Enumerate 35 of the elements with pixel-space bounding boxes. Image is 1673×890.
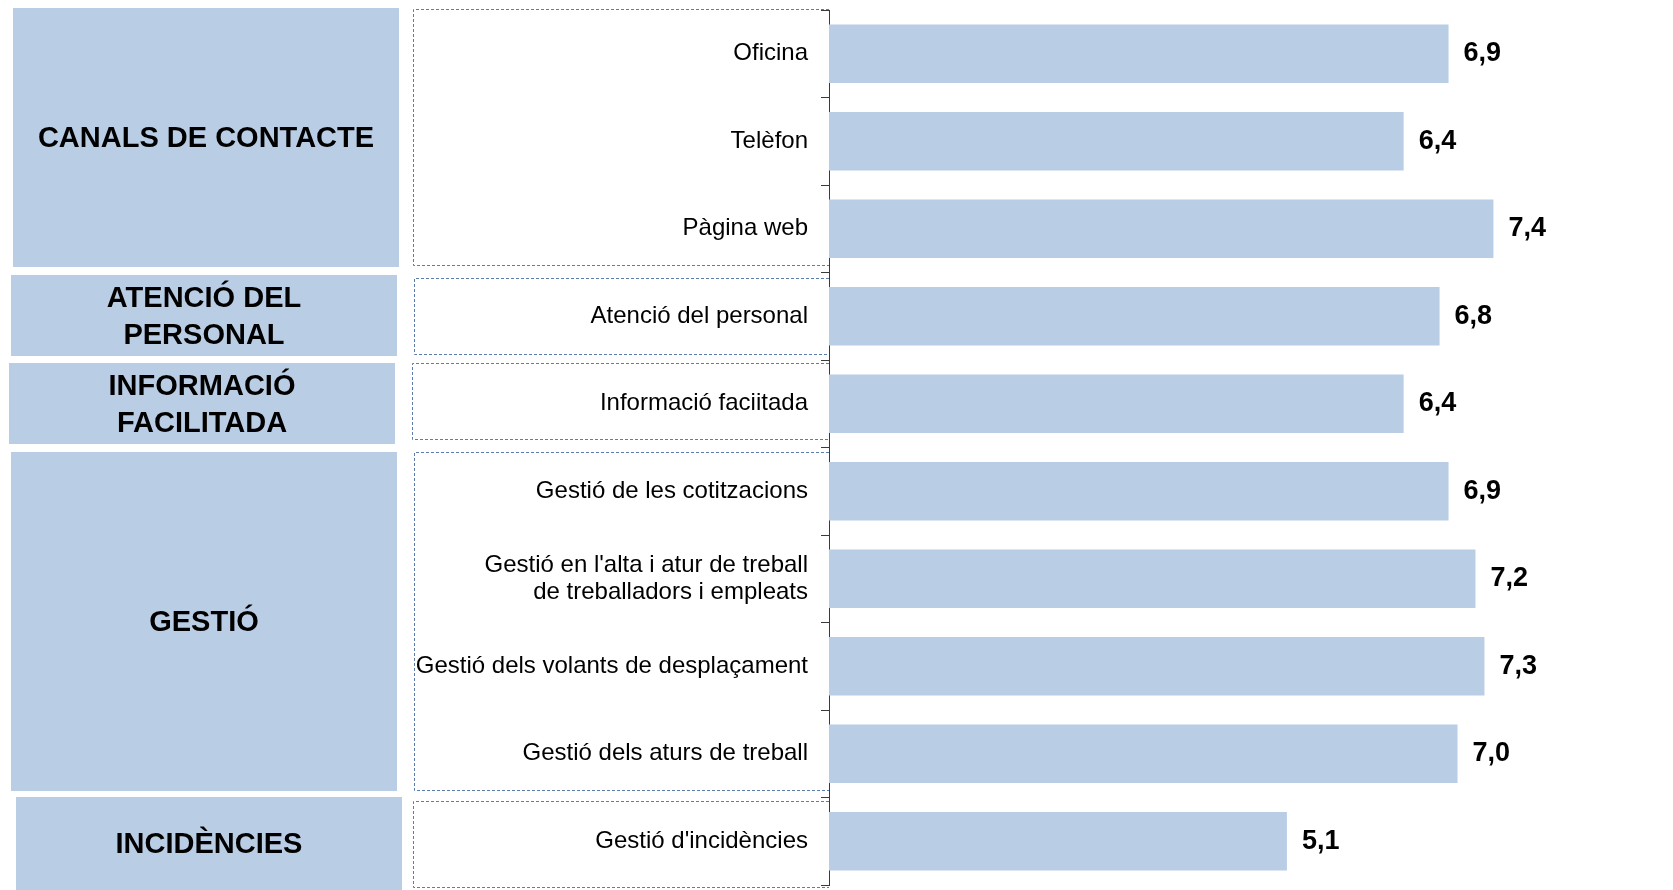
- bar: [829, 374, 1404, 434]
- data-label: 6,4: [1418, 124, 1457, 155]
- bar: [829, 811, 1287, 871]
- bar: [829, 286, 1440, 346]
- text: INCIDÈNCIES: [115, 825, 303, 861]
- y-tick-label: Gestió en l'alta i atur de treball de treballadors i empleats: [484, 549, 808, 605]
- bar: [829, 724, 1458, 784]
- y-tick-label: Informació faciitada: [599, 388, 809, 416]
- data-label: 6,4: [1418, 387, 1457, 418]
- text: INFORMACIÓ FACILITADA: [107, 367, 297, 440]
- data-label: 5,1: [1301, 824, 1340, 855]
- y-tick-label: Gestió dels volants de desplaçament: [415, 650, 809, 678]
- bar: [829, 199, 1494, 259]
- y-tick-label: Gestió d'incidències: [595, 825, 808, 853]
- text: ATENCIÓ DEL PERSONAL: [105, 279, 303, 352]
- y-tick-label: Oficina: [733, 38, 809, 66]
- data-label: 6,9: [1463, 474, 1502, 505]
- y-tick-label: Telèfon: [730, 125, 808, 153]
- y-tick-label: Pàgina web: [682, 213, 808, 241]
- data-label: 6,9: [1463, 37, 1502, 68]
- data-label: 6,8: [1454, 299, 1493, 330]
- y-tick-label: Gestió dels aturs de treball: [522, 738, 808, 766]
- data-label: 7,3: [1499, 649, 1537, 680]
- text: GESTIÓ: [149, 603, 259, 639]
- data-label: 7,2: [1490, 562, 1529, 593]
- bar: [829, 636, 1485, 696]
- bar: [829, 549, 1476, 609]
- bar: [829, 111, 1404, 171]
- y-tick-label: Gestió de les cotitzacions: [535, 475, 808, 503]
- text: CANALS DE CONTACTE: [37, 120, 375, 155]
- y-tick-label: Atenció del personal: [590, 300, 808, 328]
- bar: [829, 24, 1449, 84]
- data-label: 7,4: [1508, 212, 1546, 243]
- data-label: 7,0: [1472, 737, 1511, 768]
- bar: [829, 461, 1449, 521]
